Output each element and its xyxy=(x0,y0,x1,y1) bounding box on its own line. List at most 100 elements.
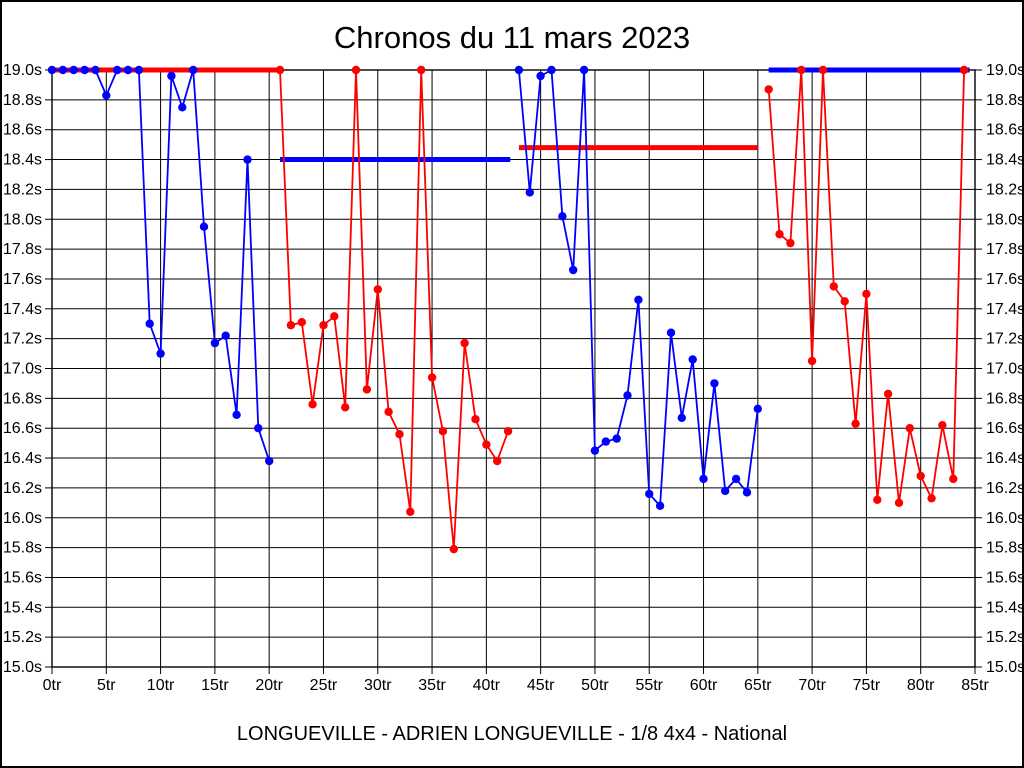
data-point-marker xyxy=(927,494,936,503)
data-point-marker xyxy=(243,155,252,164)
data-point-marker xyxy=(69,65,78,75)
y-tick-label-right: 15.2s xyxy=(986,629,1024,646)
data-point-marker xyxy=(178,103,187,112)
data-point-marker xyxy=(677,413,686,422)
data-point-marker xyxy=(514,65,524,75)
y-tick-label-right: 16.8s xyxy=(986,390,1024,407)
y-tick-label-right: 17.6s xyxy=(986,271,1024,288)
y-tick-label-left: 18.6s xyxy=(3,122,42,139)
data-point-marker xyxy=(330,312,339,321)
data-point-marker xyxy=(710,379,719,388)
data-point-marker xyxy=(721,486,730,496)
data-point-marker xyxy=(623,391,632,400)
y-tick-label-left: 15.8s xyxy=(3,540,42,557)
data-point-marker xyxy=(123,65,133,75)
y-tick-label-right: 18.0s xyxy=(986,211,1024,228)
y-tick-label-right: 15.0s xyxy=(986,659,1024,676)
data-point-marker xyxy=(536,71,545,81)
data-point-marker xyxy=(666,328,676,337)
y-tick-label-left: 18.2s xyxy=(3,181,42,198)
page-title: Chronos du 11 mars 2023 xyxy=(333,20,691,55)
data-point-marker xyxy=(905,424,914,433)
data-point-marker xyxy=(275,65,285,75)
x-tick-label: 45tr xyxy=(527,677,555,694)
data-point-marker xyxy=(221,331,230,340)
data-point-marker xyxy=(894,498,904,507)
data-point-marker xyxy=(862,289,871,299)
y-tick-label-left: 17.0s xyxy=(3,361,42,378)
data-point-marker xyxy=(134,65,144,75)
data-point-marker xyxy=(883,389,893,399)
data-point-marker xyxy=(655,501,665,510)
x-tick-label: 75tr xyxy=(853,677,881,694)
data-point-marker xyxy=(601,437,610,446)
data-point-marker xyxy=(503,427,513,436)
y-tick-label-left: 16.8s xyxy=(3,390,42,407)
y-tick-label-right: 16.6s xyxy=(986,420,1024,437)
data-point-marker xyxy=(362,385,372,394)
series-line-run-2-red xyxy=(279,69,509,550)
y-tick-label-right: 17.8s xyxy=(986,241,1024,258)
y-tick-label-right: 15.8s xyxy=(986,540,1024,557)
data-point-marker xyxy=(384,407,393,416)
data-point-marker xyxy=(493,456,502,466)
data-point-marker xyxy=(113,65,122,75)
data-point-marker xyxy=(319,321,328,330)
data-point-marker xyxy=(58,65,68,75)
y-tick-label-left: 18.0s xyxy=(3,211,42,228)
x-tick-label: 60tr xyxy=(690,677,718,694)
x-tick-label: 85tr xyxy=(961,677,989,694)
data-point-marker xyxy=(47,65,57,75)
y-tick-label-right: 18.4s xyxy=(986,152,1024,169)
data-point-marker xyxy=(286,321,296,330)
y-tick-label-right: 17.4s xyxy=(986,301,1024,318)
x-tick-label: 30tr xyxy=(364,677,392,694)
data-point-marker xyxy=(427,373,437,382)
y-tick-label-left: 16.2s xyxy=(3,480,42,497)
y-tick-label-right: 18.8s xyxy=(986,92,1024,109)
data-point-marker xyxy=(417,65,426,75)
data-point-marker xyxy=(525,188,534,197)
y-tick-label-right: 17.0s xyxy=(986,361,1024,378)
series-line-run-3-blue xyxy=(518,69,759,507)
data-point-marker xyxy=(786,238,795,248)
data-point-marker xyxy=(232,410,241,419)
y-tick-label-left: 17.8s xyxy=(3,241,42,258)
data-point-marker xyxy=(851,419,860,428)
y-tick-label-right: 18.6s xyxy=(986,122,1024,139)
y-tick-label-right: 15.4s xyxy=(986,599,1024,616)
data-point-marker xyxy=(916,471,925,481)
data-point-marker xyxy=(590,446,600,455)
data-point-marker xyxy=(634,295,643,304)
data-point-marker xyxy=(449,544,458,554)
x-tick-label: 70tr xyxy=(798,677,826,694)
x-tick-label: 10tr xyxy=(147,677,175,694)
data-point-marker xyxy=(145,319,154,328)
x-tick-label: 25tr xyxy=(310,677,338,694)
y-tick-label-right: 19.0s xyxy=(986,62,1024,79)
data-point-marker xyxy=(460,338,469,348)
data-point-marker xyxy=(829,282,838,291)
data-point-marker xyxy=(764,85,773,94)
data-point-marker xyxy=(471,415,480,424)
data-point-marker xyxy=(395,430,404,439)
data-point-marker xyxy=(742,488,752,497)
data-point-marker xyxy=(80,65,89,75)
data-point-marker xyxy=(189,65,198,75)
data-point-marker xyxy=(156,349,165,358)
x-tick-label: 0tr xyxy=(43,677,62,694)
data-point-marker xyxy=(199,222,209,231)
data-point-marker xyxy=(840,297,849,306)
y-tick-label-left: 16.4s xyxy=(3,450,42,467)
data-point-marker xyxy=(873,495,882,504)
y-tick-label-right: 16.2s xyxy=(986,480,1024,497)
data-point-marker xyxy=(818,65,828,75)
y-tick-label-left: 16.6s xyxy=(3,420,42,437)
data-point-marker xyxy=(959,65,969,75)
data-point-marker xyxy=(775,230,784,239)
y-tick-label-left: 19.0s xyxy=(3,62,42,79)
x-tick-label: 15tr xyxy=(201,677,229,694)
chart-caption: LONGUEVILLE - ADRIEN LONGUEVILLE - 1/8 4… xyxy=(236,723,788,745)
x-tick-label: 35tr xyxy=(418,677,446,694)
